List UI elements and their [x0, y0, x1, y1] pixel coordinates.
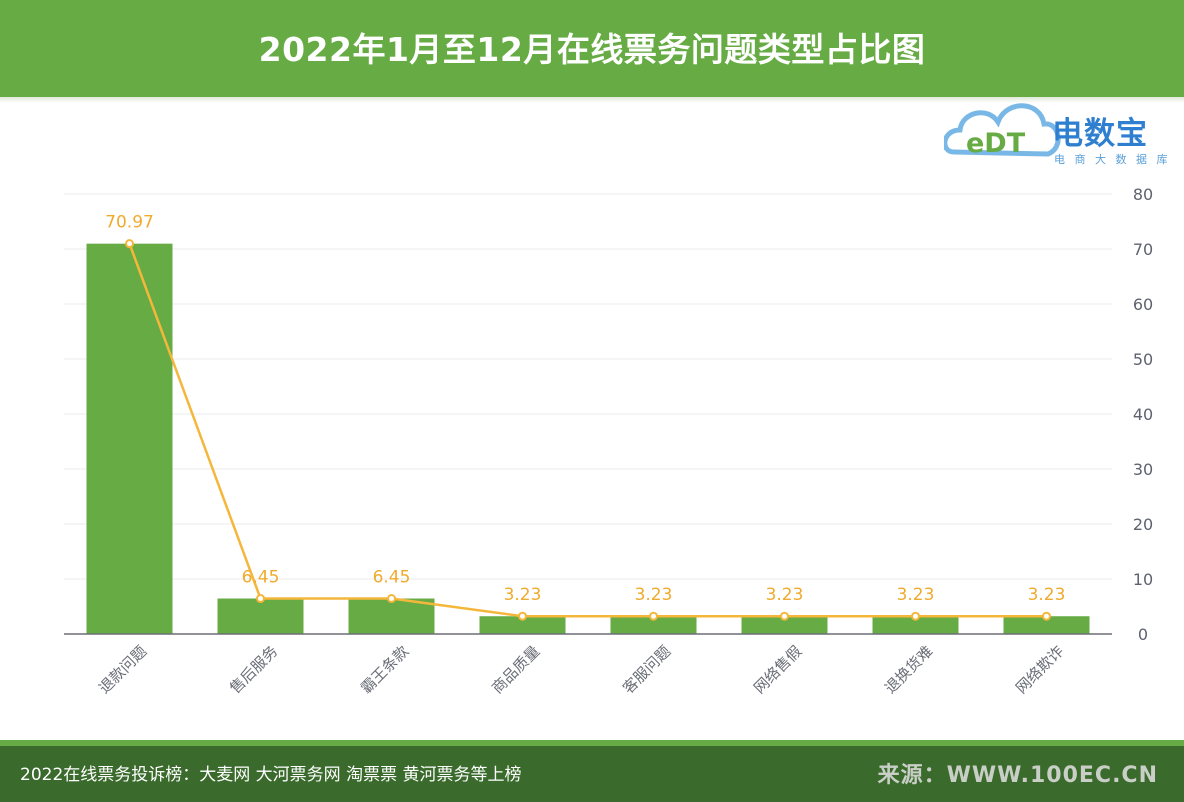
- data-label: 3.23: [1028, 585, 1066, 605]
- line-point: [911, 611, 920, 621]
- data-label: 3.23: [504, 585, 542, 605]
- data-label: 6.45: [242, 568, 280, 588]
- bar: [872, 616, 959, 634]
- x-tick-label: 霸王条款: [357, 642, 412, 697]
- x-tick-label: 商品质量: [488, 642, 543, 697]
- bar-line-chart: 70.97 6.45 6.45 3.23 3.23 3.23 3.23 3.23 0 10 20 3…: [64, 185, 1153, 697]
- bar: [217, 598, 304, 634]
- trend-line: [125, 239, 1051, 621]
- bar: [86, 243, 173, 634]
- x-tick-label: 售后服务: [226, 642, 281, 697]
- x-tick-label: 退换货难: [881, 642, 936, 697]
- y-tick-label: 30: [1133, 460, 1153, 479]
- data-label: 3.23: [766, 585, 804, 605]
- footer-source: 来源：WWW.100EC.CN: [877, 763, 1158, 788]
- line-point: [256, 594, 265, 604]
- logo-text: 电数宝: [1052, 116, 1148, 152]
- header-shadow: [0, 97, 1184, 103]
- data-label: 3.23: [635, 585, 673, 605]
- x-tick-label: 客服问题: [619, 642, 674, 697]
- x-tick-label: 退款问题: [95, 642, 150, 697]
- series-line: [128, 243, 1047, 618]
- bar: [348, 598, 435, 634]
- bar: [741, 616, 828, 634]
- footer-strip: [0, 740, 1184, 746]
- footer-caption: 2022在线票务投诉榜：大麦网 大河票务网 淘票票 黄河票务等上榜: [20, 765, 522, 785]
- header-bar: [0, 0, 1184, 97]
- bar: [479, 616, 566, 634]
- data-label: 3.23: [897, 585, 935, 605]
- y-tick-label: 40: [1133, 405, 1153, 424]
- x-axis: 退款问题 售后服务 霸王条款 商品质量 客服问题 网络售假 退换货难 网络欺诈: [64, 633, 1112, 697]
- x-tick-label: 网络售假: [750, 642, 805, 697]
- y-tick-label: 80: [1133, 185, 1153, 204]
- line-point: [387, 594, 396, 604]
- logo-mark: eDT: [966, 128, 1026, 159]
- bars: [86, 243, 1090, 634]
- chart-title: 2022年1月至12月在线票务问题类型占比图: [258, 30, 926, 69]
- y-tick-label: 0: [1138, 625, 1148, 644]
- data-labels: 70.97 6.45 6.45 3.23 3.23 3.23 3.23 3.23: [105, 213, 1065, 606]
- bar: [1003, 616, 1090, 634]
- line-point: [1042, 611, 1051, 621]
- bar: [610, 616, 697, 634]
- line-point: [518, 611, 527, 621]
- line-point: [649, 611, 658, 621]
- cloud-logo-icon: eDT: [944, 103, 1061, 159]
- y-tick-label: 50: [1133, 350, 1153, 369]
- y-axis: 0 10 20 30 40 50 60 70 80: [1133, 185, 1153, 644]
- footer-bar: [0, 740, 1184, 802]
- x-tick-label: 网络欺诈: [1012, 642, 1067, 697]
- logo-subtitle: 电 商 大 数 据 库: [1054, 153, 1171, 166]
- line-point: [125, 239, 134, 249]
- y-tick-label: 70: [1133, 240, 1153, 259]
- grid-lines: [64, 193, 1112, 580]
- data-label: 6.45: [373, 568, 411, 588]
- y-tick-label: 10: [1133, 570, 1153, 589]
- line-point: [780, 611, 789, 621]
- data-label: 70.97: [105, 213, 154, 233]
- y-tick-label: 20: [1133, 515, 1153, 534]
- y-tick-label: 60: [1133, 295, 1153, 314]
